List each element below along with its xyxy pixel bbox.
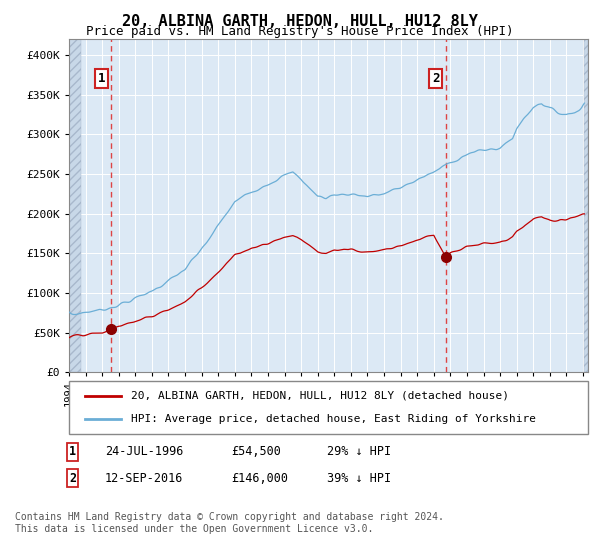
FancyBboxPatch shape [69,381,588,434]
Text: 2: 2 [69,472,76,484]
Text: 1: 1 [98,72,105,85]
Text: 24-JUL-1996: 24-JUL-1996 [105,445,184,458]
Text: Price paid vs. HM Land Registry's House Price Index (HPI): Price paid vs. HM Land Registry's House … [86,25,514,38]
Text: 12-SEP-2016: 12-SEP-2016 [105,472,184,484]
Text: 29% ↓ HPI: 29% ↓ HPI [327,445,391,458]
Text: 20, ALBINA GARTH, HEDON, HULL, HU12 8LY (detached house): 20, ALBINA GARTH, HEDON, HULL, HU12 8LY … [131,391,509,401]
Text: HPI: Average price, detached house, East Riding of Yorkshire: HPI: Average price, detached house, East… [131,414,536,424]
Text: £54,500: £54,500 [231,445,281,458]
Text: Contains HM Land Registry data © Crown copyright and database right 2024.
This d: Contains HM Land Registry data © Crown c… [15,512,444,534]
Text: 1: 1 [69,445,76,458]
Text: 2: 2 [432,72,439,85]
Text: 20, ALBINA GARTH, HEDON, HULL, HU12 8LY: 20, ALBINA GARTH, HEDON, HULL, HU12 8LY [122,14,478,29]
Text: 39% ↓ HPI: 39% ↓ HPI [327,472,391,484]
Text: £146,000: £146,000 [231,472,288,484]
